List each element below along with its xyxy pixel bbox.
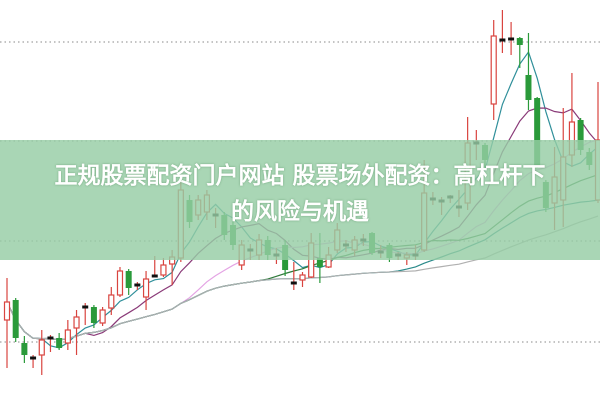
candle [134,282,141,290]
candle-body [499,38,506,42]
candle-body [125,271,132,288]
candle-body [108,294,115,309]
candle [12,298,19,342]
candle [290,262,297,290]
candle-body [73,316,80,329]
candle [56,333,63,350]
candle [38,330,45,375]
candle [30,355,37,368]
candle-body [99,309,106,324]
candle-body [56,338,63,348]
candle [73,310,80,355]
candle [90,305,97,328]
candle-body [38,339,45,356]
candle [82,303,89,325]
candle-body [82,305,89,309]
candle [64,320,71,350]
candle-body [64,329,71,344]
candle-body [21,343,28,355]
candle [116,267,124,297]
candle-body [30,356,37,360]
candle-body [577,120,584,150]
candle [525,33,532,110]
candle-body [116,270,124,296]
headline: 正规股票配资门户网站 股票场外配资：高杠杆下 的风险与机遇 [0,158,600,230]
candle-body [3,301,11,321]
candle-body [160,264,167,276]
candle-body [47,336,54,340]
candle [108,287,115,315]
candle-body [151,274,158,278]
candle-body [142,278,150,298]
candle [490,20,497,120]
candle [3,278,11,368]
candle-body [290,281,297,285]
candle-body [508,37,515,41]
headline-banner [0,140,600,260]
candle [516,37,523,68]
candle [47,335,54,352]
headline-line-2: 的风险与机遇 [231,199,369,225]
candle-body [12,300,19,338]
candles [3,10,600,375]
candle [21,336,28,363]
candle-body [516,38,523,45]
headline-line-1: 正规股票配资门户网站 股票场外配资：高杠杆下 [54,163,546,189]
candle [508,22,515,55]
candle-body [525,75,532,100]
candle [160,258,167,277]
candle-body [90,307,97,323]
candle [99,307,106,326]
candle [142,271,150,310]
candle-body [316,258,323,267]
candle-body [299,274,306,281]
candle-body [490,35,497,105]
candle [299,272,306,287]
candle [499,10,506,53]
candle-body [134,283,141,287]
candle [125,269,132,295]
candle-body [534,98,541,167]
